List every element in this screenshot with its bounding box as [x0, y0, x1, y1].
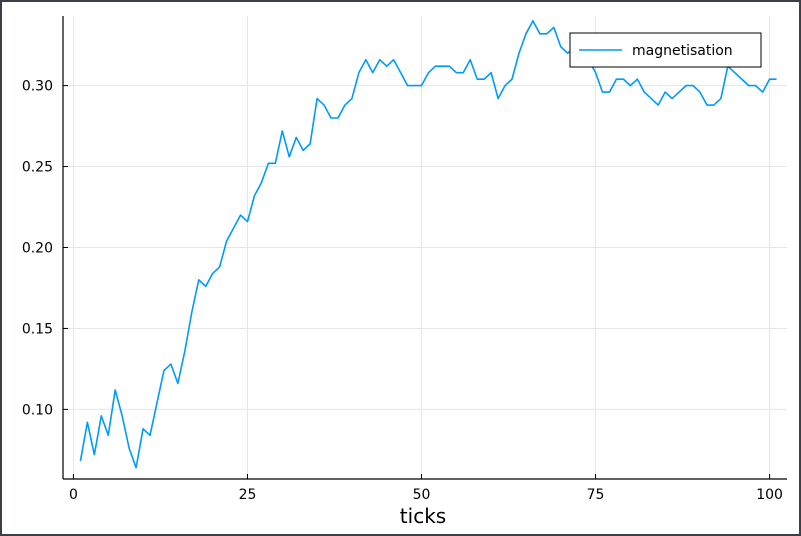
series [79, 20, 777, 469]
x-tick-label: 100 [756, 487, 783, 503]
series-line-magnetisation [79, 20, 777, 469]
y-tick-label: 0.25 [22, 160, 53, 176]
x-tick-label: 0 [69, 487, 78, 503]
y-tick-label: 0.20 [22, 241, 53, 257]
x-tick-label: 50 [413, 487, 431, 503]
x-axis-label: ticks [400, 504, 446, 528]
x-tick-label: 75 [587, 487, 605, 503]
y-tick-label: 0.10 [22, 402, 53, 418]
y-tick-label: 0.15 [22, 321, 53, 337]
x-tick-label: 25 [239, 487, 257, 503]
grid [63, 16, 787, 479]
legend-label: magnetisation [632, 43, 733, 59]
tick-labels: 0 25 50 75 100 0.10 0.15 0.20 0.25 0.30 [22, 79, 783, 503]
legend: magnetisation [569, 32, 762, 68]
y-tick-label: 0.30 [22, 79, 53, 95]
